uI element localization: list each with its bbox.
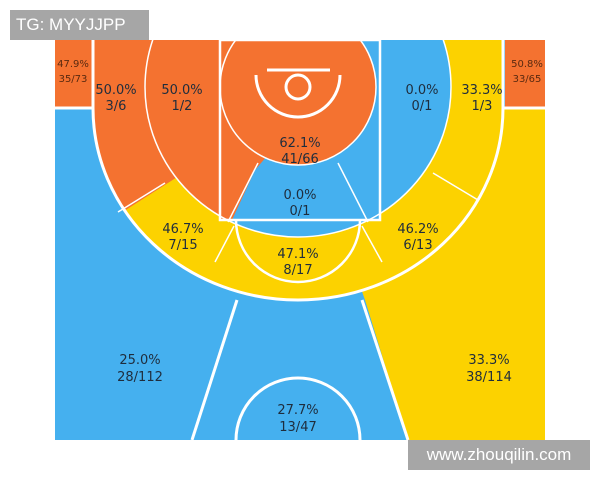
label-shots: 13/47 xyxy=(279,420,316,435)
label-pct: 0.0% xyxy=(405,83,438,98)
label-pct: 46.7% xyxy=(162,222,203,237)
label-pct: 50.8% xyxy=(511,59,543,70)
label-pct: 62.1% xyxy=(279,136,320,151)
zone-left-corner-three xyxy=(55,40,93,108)
label-pct: 27.7% xyxy=(277,403,318,418)
label-pct: 47.1% xyxy=(277,247,318,262)
label-shots: 33/65 xyxy=(513,74,542,85)
court-lines xyxy=(55,40,545,440)
zone-restricted-area xyxy=(220,40,376,165)
label-shots: 1/3 xyxy=(472,99,493,114)
label-pct: 25.0% xyxy=(119,353,160,368)
label-shots: 1/2 xyxy=(172,99,193,114)
label-pct: 33.3% xyxy=(468,353,509,368)
label-shots: 41/66 xyxy=(281,152,318,167)
watermark-bottom-right: www.zhouqilin.com xyxy=(408,440,590,470)
label-shots: 6/13 xyxy=(403,238,432,253)
zone-labels: 47.9% 35/73 50.8% 33/65 50.0% 3/6 50.0% … xyxy=(57,59,543,435)
zone-right-corner-three xyxy=(505,40,545,108)
label-shots: 35/73 xyxy=(59,74,88,85)
label-pct: 50.0% xyxy=(95,83,136,98)
label-shots: 7/15 xyxy=(168,238,197,253)
zone-dividers xyxy=(117,40,479,263)
label-pct: 50.0% xyxy=(161,83,202,98)
basket-icon xyxy=(254,68,342,119)
label-shots: 8/17 xyxy=(283,263,312,278)
label-pct: 47.9% xyxy=(57,59,89,70)
label-pct: 33.3% xyxy=(461,83,502,98)
label-shots: 3/6 xyxy=(106,99,127,114)
label-shots: 38/114 xyxy=(466,370,512,385)
label-shots: 28/112 xyxy=(117,370,163,385)
watermark-top-left: TG: MYYJJPP xyxy=(10,10,149,40)
label-pct: 46.2% xyxy=(397,222,438,237)
label-shots: 0/1 xyxy=(412,99,433,114)
label-shots: 0/1 xyxy=(290,204,311,219)
label-pct: 0.0% xyxy=(283,188,316,203)
